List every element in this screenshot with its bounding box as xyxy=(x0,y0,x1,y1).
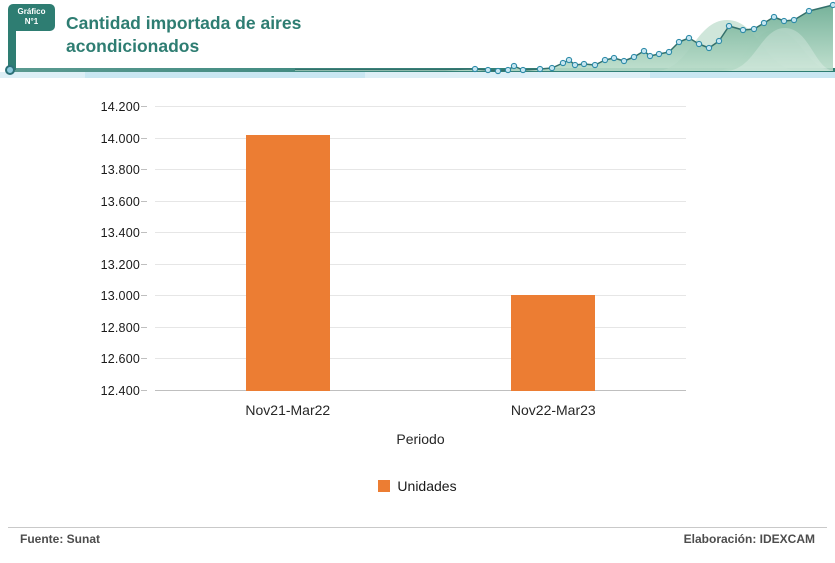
sparkline-point-marker xyxy=(760,19,768,27)
badge-label-line2: N°1 xyxy=(24,17,39,27)
gridline xyxy=(155,137,686,139)
sparkline-point-marker xyxy=(559,59,567,67)
sparkline-point-marker xyxy=(829,1,835,9)
sparkline-point-marker xyxy=(790,16,798,24)
x-axis-line xyxy=(155,390,686,391)
gridline xyxy=(155,263,686,265)
badge-stem xyxy=(8,26,16,70)
sparkline-point-marker xyxy=(665,48,673,56)
legend-swatch xyxy=(378,480,391,492)
y-tick-mark xyxy=(141,295,147,297)
sparkline-point-marker xyxy=(630,53,638,61)
y-tick-label: 14.000 xyxy=(100,131,140,146)
y-tick-label: 12.400 xyxy=(100,384,140,398)
sparkline-point-marker xyxy=(640,47,648,55)
y-tick-label: 12.800 xyxy=(100,320,140,335)
x-axis-title: Periodo xyxy=(396,431,445,447)
y-tick-mark xyxy=(141,232,147,234)
sparkline-line xyxy=(295,4,834,72)
y-tick-mark xyxy=(141,390,147,391)
x-tick-label: Nov22-Mar23 xyxy=(510,402,596,418)
gridline xyxy=(155,106,686,107)
y-tick-label: 12.600 xyxy=(100,352,140,367)
y-tick-label: 14.200 xyxy=(100,100,140,114)
sparkline-point-marker xyxy=(739,26,747,34)
y-tick-mark xyxy=(141,263,147,265)
sparkline-bell-back xyxy=(655,20,800,71)
sparkline-point-marker xyxy=(646,52,654,60)
sparkline-point-marker xyxy=(715,37,723,45)
bar-nov22-mar23 xyxy=(511,294,596,391)
sparkline-point-marker xyxy=(770,13,778,21)
y-tick-mark xyxy=(141,137,147,139)
footer-elaboration: Elaboración: IDEXCAM xyxy=(683,532,815,546)
y-tick-mark xyxy=(141,200,147,202)
sparkline-bell-back2 xyxy=(715,30,835,71)
badge-end-dot xyxy=(5,65,15,75)
y-tick-label: 13.000 xyxy=(100,289,140,304)
sparkline-point-marker xyxy=(695,40,703,48)
sparkline-point-marker xyxy=(675,38,683,46)
sparkline-point-marker xyxy=(591,61,599,69)
y-tick-mark xyxy=(141,106,147,107)
sparkline-point-marker xyxy=(705,44,713,52)
sparkline-point-marker xyxy=(750,25,758,33)
sparkline-point-marker xyxy=(805,7,813,15)
y-tick-label: 13.600 xyxy=(100,194,140,209)
sparkline-point-marker xyxy=(780,17,788,25)
x-tick-label: Nov21-Mar22 xyxy=(245,402,331,418)
gridline xyxy=(155,169,686,171)
y-tick-mark xyxy=(141,358,147,360)
y-tick-mark xyxy=(141,169,147,171)
chart-legend: Unidades xyxy=(0,478,835,494)
sparkline-point-marker xyxy=(655,50,663,58)
y-tick-mark xyxy=(141,326,147,328)
gridline xyxy=(155,358,686,360)
sparkline-point-marker xyxy=(580,60,588,68)
gridline xyxy=(155,295,686,297)
sparkline-point-marker xyxy=(565,56,573,64)
sparkline-point-marker xyxy=(725,22,733,30)
gridline xyxy=(155,232,686,234)
footer-source: Fuente: Sunat xyxy=(20,532,100,546)
header-blue-band-segment xyxy=(85,71,365,78)
gridline xyxy=(155,326,686,328)
footer-divider xyxy=(8,527,827,528)
plot-area xyxy=(141,106,686,391)
sparkline-bell-front xyxy=(725,28,835,71)
y-axis-labels: 12.400 12.600 12.800 13.000 13.200 13.400 13.6… xyxy=(55,100,140,398)
sparkline-point-marker xyxy=(610,54,618,62)
figure-title: Cantidad importada de aires acondicionad… xyxy=(66,13,302,57)
header-blue-band xyxy=(0,71,835,78)
sparkline-area xyxy=(295,5,833,71)
figure-number-badge: Gráfico N°1 xyxy=(8,4,55,31)
header-blue-band-segment xyxy=(650,71,835,78)
gridline xyxy=(155,200,686,202)
legend-label: Unidades xyxy=(397,478,457,494)
badge-label-line1: Gráfico xyxy=(17,7,46,16)
sparkline-point-marker xyxy=(571,61,579,69)
sparkline-point-marker xyxy=(620,57,628,65)
y-tick-label: 13.800 xyxy=(100,163,140,178)
header-sparkline-decoration xyxy=(295,1,835,75)
x-axis-labels: Nov21-Mar22 Nov22-Mar23 xyxy=(155,402,686,422)
bar-nov21-mar22 xyxy=(245,135,330,391)
sparkline-point-marker xyxy=(685,34,693,42)
y-tick-label: 13.200 xyxy=(100,257,140,272)
y-tick-label: 13.400 xyxy=(100,226,140,241)
sparkline-point-marker xyxy=(601,56,609,64)
